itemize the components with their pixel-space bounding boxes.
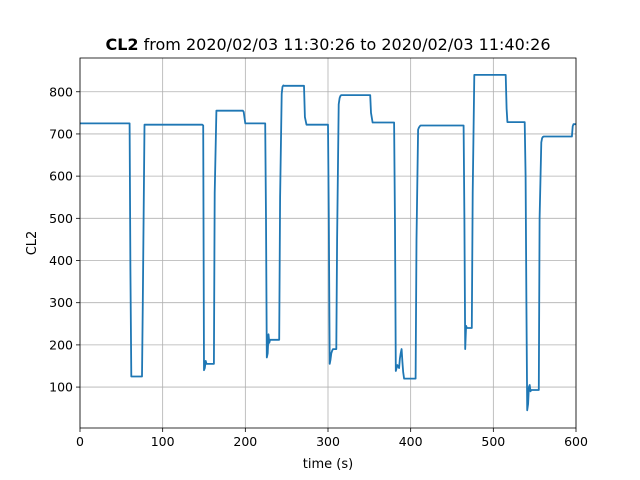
x-tick-label-3: 300 [316,434,340,449]
chart-title-rest: from 2020/02/03 11:30:26 to 2020/02/03 1… [139,35,551,54]
grid-lines [79,58,577,428]
x-tick-label-2: 200 [233,434,257,449]
x-axis-label: time (s) [303,457,353,472]
x-tick-label-4: 400 [399,434,423,449]
series-line-0 [80,74,576,412]
y-tick-label-2: 300 [49,295,73,310]
axis-ticks: 0 100 200 300 400 500 600 100 200 300 400 500 600 700… [49,84,588,449]
y-tick-label-7: 800 [49,84,73,99]
y-tick-label-1: 200 [49,337,73,352]
chart-title: CL2 from 2020/02/03 11:30:26 to 2020/02/… [105,35,550,54]
x-tick-label-0: 0 [76,434,84,449]
y-tick-label-4: 500 [49,211,73,226]
y-tick-label-5: 600 [49,169,73,184]
y-tick-label-6: 700 [49,126,73,141]
x-tick-label-1: 100 [151,434,175,449]
y-axis-label: CL2 [25,231,40,256]
series-layer [80,74,576,412]
y-tick-label-0: 100 [49,380,73,395]
x-tick-label-6: 600 [564,434,588,449]
y-tick-label-3: 400 [49,253,73,268]
chart-title-bold: CL2 [105,35,138,54]
x-tick-label-5: 500 [481,434,505,449]
